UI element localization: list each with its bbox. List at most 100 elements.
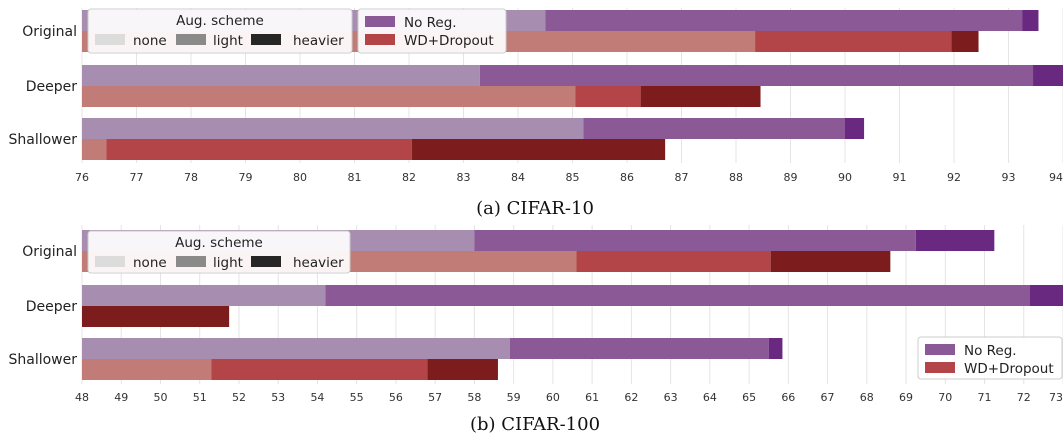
x-tick-label: 53 — [271, 391, 285, 404]
panel-cifar100: Original Deeper Shallower 48 49 50 51 52 53 54 55 5… — [8, 225, 1063, 435]
bar-no_reg-light-original — [545, 10, 1023, 31]
row-label-deeper: Deeper — [26, 299, 78, 315]
bar-no_reg-none-shallower — [82, 338, 510, 359]
legend-label-no_reg: No Reg. — [964, 343, 1017, 359]
legend-label-light: light — [213, 33, 243, 49]
bar-no_reg-heavier-deeper — [1029, 285, 1063, 306]
chart-caption: (b) CIFAR-100 — [470, 414, 600, 435]
panel-cifar10: Original Deeper Shallower 76 77 78 79 80 81 82 83 8… — [8, 8, 1063, 219]
x-tick-label: 78 — [184, 171, 198, 184]
x-tick-label: 57 — [428, 391, 442, 404]
legend-swatch-light — [176, 34, 206, 45]
bar-no_reg-heavier-original — [1022, 10, 1039, 31]
bar-no_reg-heavier-deeper — [1033, 65, 1063, 86]
bar-wd_dropout-light-original — [755, 31, 952, 52]
bar-wd_dropout-none-shallower — [82, 139, 107, 160]
bar-wd_dropout-light-shallower — [106, 139, 412, 160]
x-tick-label: 85 — [566, 171, 580, 184]
legend-swatch-no_reg — [365, 16, 395, 27]
x-tick-label: 90 — [838, 171, 852, 184]
legend-label-none: none — [133, 33, 167, 49]
chart-caption: (a) CIFAR-10 — [476, 198, 594, 219]
bar-no_reg-light-deeper — [325, 285, 1030, 306]
bar-no_reg-light-shallower — [583, 118, 845, 139]
x-tick-label: 65 — [742, 391, 756, 404]
x-tick-label: 88 — [729, 171, 743, 184]
x-tick-label: 66 — [781, 391, 795, 404]
legend-swatch-wd_dropout — [365, 34, 395, 45]
x-tick-label: 58 — [467, 391, 481, 404]
bar-no_reg-none-deeper — [82, 285, 326, 306]
x-tick-label: 59 — [507, 391, 521, 404]
bar-no_reg-none-shallower — [82, 118, 584, 139]
x-tick-label: 69 — [899, 391, 913, 404]
bar-no_reg-heavier-shallower — [768, 338, 783, 359]
legend-box — [87, 230, 351, 274]
x-tick-label: 49 — [114, 391, 128, 404]
x-tick-label: 83 — [457, 171, 471, 184]
x-tick-label: 64 — [703, 391, 717, 404]
x-tick-label: 82 — [402, 171, 416, 184]
legend-title: Aug. scheme — [176, 13, 264, 29]
x-tick-label: 48 — [75, 391, 89, 404]
x-tick-label: 86 — [620, 171, 634, 184]
bar-wd_dropout-heavier-deeper — [82, 306, 230, 327]
x-tick-label: 68 — [860, 391, 874, 404]
legend-label-wd_dropout: WD+Dropout — [404, 33, 494, 49]
legend-swatch-light — [176, 256, 206, 267]
row-label-deeper: Deeper — [26, 79, 78, 95]
row-label-original: Original — [22, 244, 77, 260]
legend-aug-scheme: Aug. scheme none light heavier — [87, 230, 351, 274]
x-tick-label: 70 — [938, 391, 952, 404]
legend-regularization: No Reg. WD+Dropout — [357, 8, 507, 54]
x-tick-label: 92 — [947, 171, 961, 184]
legend-label-none: none — [133, 255, 167, 271]
bar-no_reg-heavier-original — [915, 230, 995, 251]
x-tick-label: 77 — [130, 171, 144, 184]
x-tick-label: 72 — [1017, 391, 1031, 404]
legend-swatch-none — [95, 34, 125, 45]
legend-label-wd_dropout: WD+Dropout — [964, 361, 1054, 377]
bar-wd_dropout-none-deeper — [82, 86, 576, 107]
bar-wd_dropout-light-shallower — [211, 359, 428, 380]
x-tick-label: 51 — [193, 391, 207, 404]
x-tick-label: 91 — [893, 171, 907, 184]
legend-swatch-none — [95, 256, 125, 267]
x-tick-label: 55 — [350, 391, 364, 404]
legend-regularization: No Reg. WD+Dropout — [917, 336, 1063, 380]
x-tick-label: 54 — [310, 391, 324, 404]
bar-wd_dropout-heavier-original — [951, 31, 979, 52]
bar-wd_dropout-light-original — [576, 251, 771, 272]
legend-label-heavier: heavier — [293, 255, 344, 271]
x-tick-label: 60 — [546, 391, 560, 404]
x-tick-label: 73 — [1049, 391, 1063, 404]
legend-box — [87, 8, 353, 54]
x-tick-label: 94 — [1049, 171, 1063, 184]
bar-wd_dropout-heavier-shallower — [411, 139, 666, 160]
bar-wd_dropout-none-shallower — [82, 359, 212, 380]
x-tick-label: 63 — [664, 391, 678, 404]
legend-swatch-no_reg — [925, 344, 955, 355]
x-tick-label: 79 — [239, 171, 253, 184]
x-tick-label: 80 — [293, 171, 307, 184]
legend-label-no_reg: No Reg. — [404, 15, 457, 31]
row-label-original: Original — [22, 24, 77, 40]
bar-wd_dropout-heavier-original — [770, 251, 891, 272]
x-tick-label: 71 — [978, 391, 992, 404]
legend-swatch-heavier — [251, 34, 281, 45]
legend-title: Aug. scheme — [175, 235, 263, 251]
row-label-shallower: Shallower — [8, 352, 77, 368]
x-tick-label: 50 — [153, 391, 167, 404]
bar-no_reg-none-deeper — [82, 65, 480, 86]
row-label-shallower: Shallower — [8, 132, 77, 148]
bar-wd_dropout-light-deeper — [575, 86, 641, 107]
bar-wd_dropout-heavier-deeper — [640, 86, 761, 107]
x-tick-label: 76 — [75, 171, 89, 184]
legend-swatch-heavier — [251, 256, 281, 267]
x-tick-label: 52 — [232, 391, 246, 404]
legend-label-heavier: heavier — [293, 33, 344, 49]
bar-no_reg-light-original — [474, 230, 916, 251]
x-tick-label: 61 — [585, 391, 599, 404]
x-tick-label: 84 — [511, 171, 525, 184]
